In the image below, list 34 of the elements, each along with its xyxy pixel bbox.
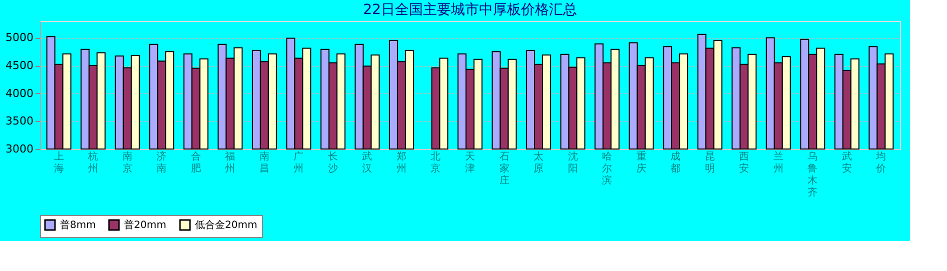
x-tick-label: 上海: [54, 150, 64, 174]
x-tick-label: 南昌: [259, 150, 270, 174]
legend-label: 普20mm: [124, 219, 166, 231]
y-tick-label: 3500: [6, 114, 34, 128]
y-tick-label: 3000: [6, 142, 34, 156]
x-tick-label: 石家庄: [499, 152, 510, 186]
x-tick-label: 武汉: [362, 150, 372, 174]
y-tick-label: 4000: [6, 86, 34, 100]
x-tick-label: 哈尔滨: [602, 150, 612, 186]
x-tick-label: 乌鲁木齐: [808, 150, 818, 198]
x-tick-label: 合肥: [190, 150, 201, 174]
x-tick-label: 北京: [430, 150, 441, 174]
x-tick-label: 长沙: [328, 150, 338, 174]
x-tick-label: 太原: [534, 150, 544, 174]
x-tick-label: 西安: [739, 152, 750, 174]
x-tick-label: 兰州: [773, 150, 784, 174]
x-tick-label: 南京: [122, 150, 132, 174]
legend-label: 普8mm: [60, 219, 96, 231]
chart-title: 22日全国主要城市中厚板价格汇总: [363, 2, 577, 18]
x-tick-label: 武安: [842, 150, 852, 174]
x-tick-label: 杭州: [87, 150, 98, 174]
x-tick-label: 福州: [225, 150, 236, 174]
x-tick-label: 昆明: [704, 152, 715, 174]
y-tick-label: 5000: [6, 31, 34, 44]
x-tick-label: 沈阳: [568, 150, 578, 174]
x-tick-label: 济南: [156, 150, 167, 174]
x-tick-label: 天津: [465, 152, 475, 174]
x-tick-label: 重庆: [636, 150, 646, 174]
x-tick-label: 广州: [294, 150, 304, 174]
y-tick-label: 4500: [6, 59, 34, 72]
x-tick-label: 郑州: [396, 150, 406, 174]
legend-label: 低合金20mm: [195, 219, 258, 231]
x-tick-label: 成都: [670, 150, 681, 174]
x-tick-label: 均价: [875, 150, 886, 174]
